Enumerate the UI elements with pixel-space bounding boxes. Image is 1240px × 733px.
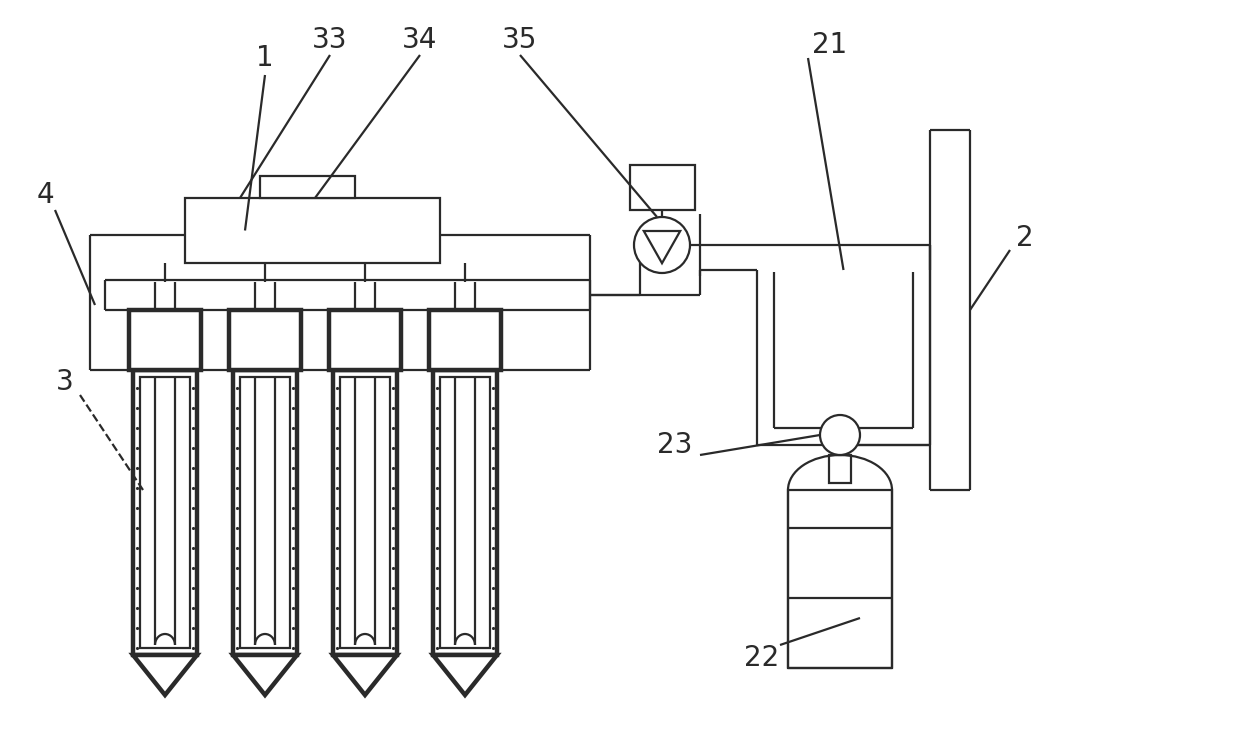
Text: 21: 21 (812, 31, 848, 59)
Bar (185, 198, 440, 263)
Bar (241, 377, 290, 648)
Text: 35: 35 (502, 26, 538, 54)
Text: 4: 4 (36, 181, 53, 209)
Text: 23: 23 (657, 431, 693, 459)
Bar (433, 370, 497, 655)
Text: 2: 2 (1017, 224, 1034, 252)
Bar (340, 377, 391, 648)
Polygon shape (644, 231, 681, 263)
Polygon shape (133, 655, 197, 695)
Bar (429, 310, 501, 370)
Bar (440, 377, 490, 648)
Text: 33: 33 (312, 26, 347, 54)
Polygon shape (334, 655, 397, 695)
Bar (229, 310, 301, 370)
Text: 3: 3 (56, 368, 74, 396)
Bar (787, 490, 892, 668)
Circle shape (820, 415, 861, 455)
Bar (260, 176, 355, 198)
Bar (329, 310, 401, 370)
Text: 22: 22 (744, 644, 780, 672)
Bar (334, 370, 397, 655)
Text: 1: 1 (257, 44, 274, 72)
Bar (630, 165, 694, 210)
Polygon shape (433, 655, 497, 695)
Bar (233, 370, 298, 655)
Text: 34: 34 (402, 26, 438, 54)
Bar (133, 370, 197, 655)
Bar (140, 377, 190, 648)
Bar (830, 455, 851, 483)
Bar (129, 310, 201, 370)
Polygon shape (233, 655, 298, 695)
Circle shape (634, 217, 689, 273)
